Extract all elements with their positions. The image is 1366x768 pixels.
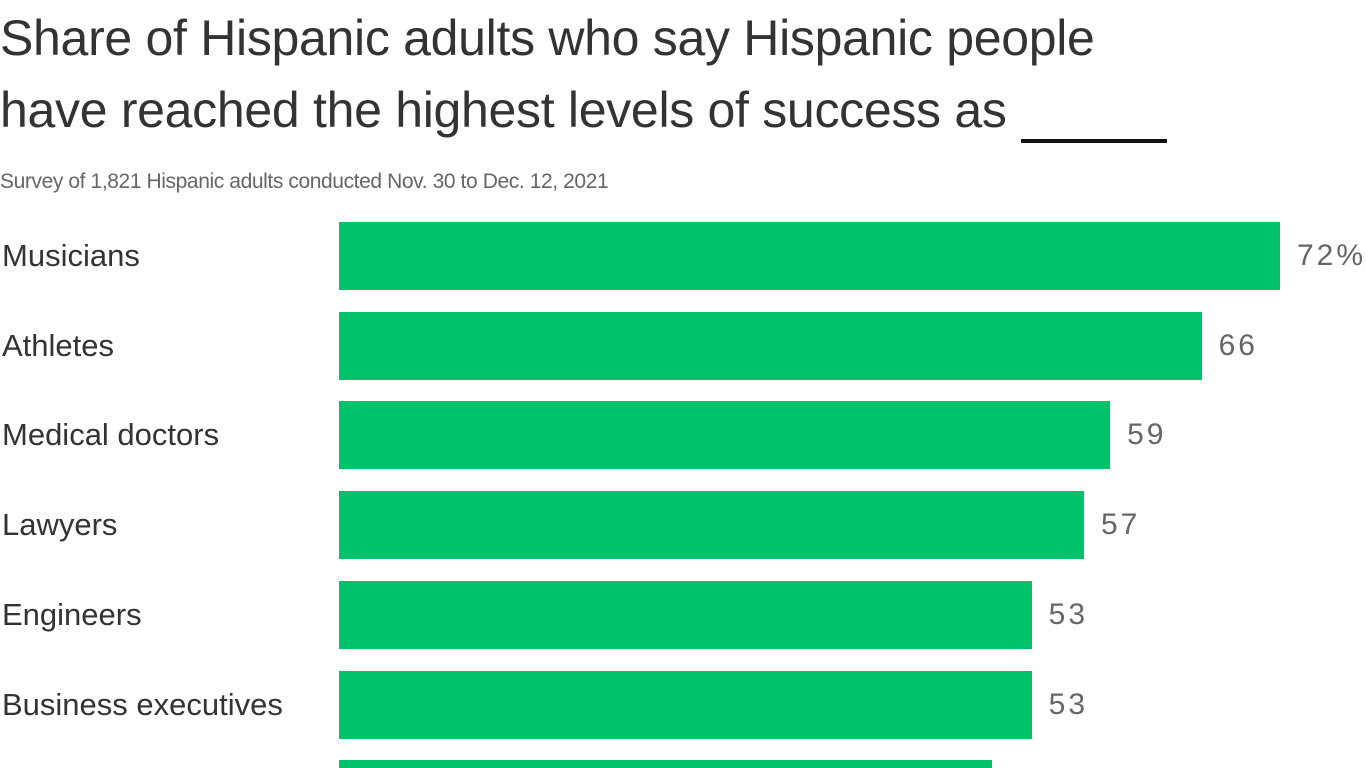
bar [339, 491, 1084, 560]
value-label: 53 [1048, 687, 1089, 721]
category-label: Medical doctors [2, 417, 220, 453]
category-label: Business executives [2, 686, 283, 722]
chart-subtitle: Survey of 1,821 Hispanic adults conducte… [0, 170, 609, 193]
bar-row: Lawyers 57 [0, 491, 1366, 560]
category-label: Lawyers [2, 507, 118, 543]
value-label: 53 [1048, 597, 1089, 631]
chart-title-line-2-text: have reached the highest levels of succe… [0, 82, 1007, 138]
value-label: 72% [1297, 239, 1366, 272]
bar-row: Medical doctors 59 [0, 401, 1366, 470]
bar [339, 670, 1032, 739]
value-label: 57 [1100, 508, 1141, 542]
fill-in-blank-underline [1020, 139, 1167, 143]
category-label: Athletes [2, 327, 115, 363]
bar [339, 401, 1111, 470]
value-label: 66 [1218, 328, 1258, 362]
chart-title-line-1: Share of Hispanic adults who say Hispani… [0, 10, 1095, 66]
category-label: Musicians [2, 238, 140, 273]
bar-row [0, 760, 1366, 768]
value-label: 59 [1127, 418, 1167, 452]
bar [339, 760, 993, 768]
bar [339, 580, 1032, 649]
bar-row: Musicians 72% [0, 222, 1366, 290]
bar-chart: Musicians 72% Athletes 66 Medical doctors 59 L… [0, 222, 1366, 768]
bar [339, 222, 1280, 290]
bar-row: Business executives 53 [0, 670, 1366, 739]
chart-title-line-2: have reached the highest levels of succe… [0, 74, 1366, 146]
bar-row: Athletes 66 [0, 311, 1366, 380]
chart-title: Share of Hispanic adults who say Hispani… [0, 2, 1366, 146]
bar-row: Engineers 53 [0, 580, 1366, 649]
bar [339, 311, 1202, 380]
category-label: Engineers [2, 596, 142, 632]
